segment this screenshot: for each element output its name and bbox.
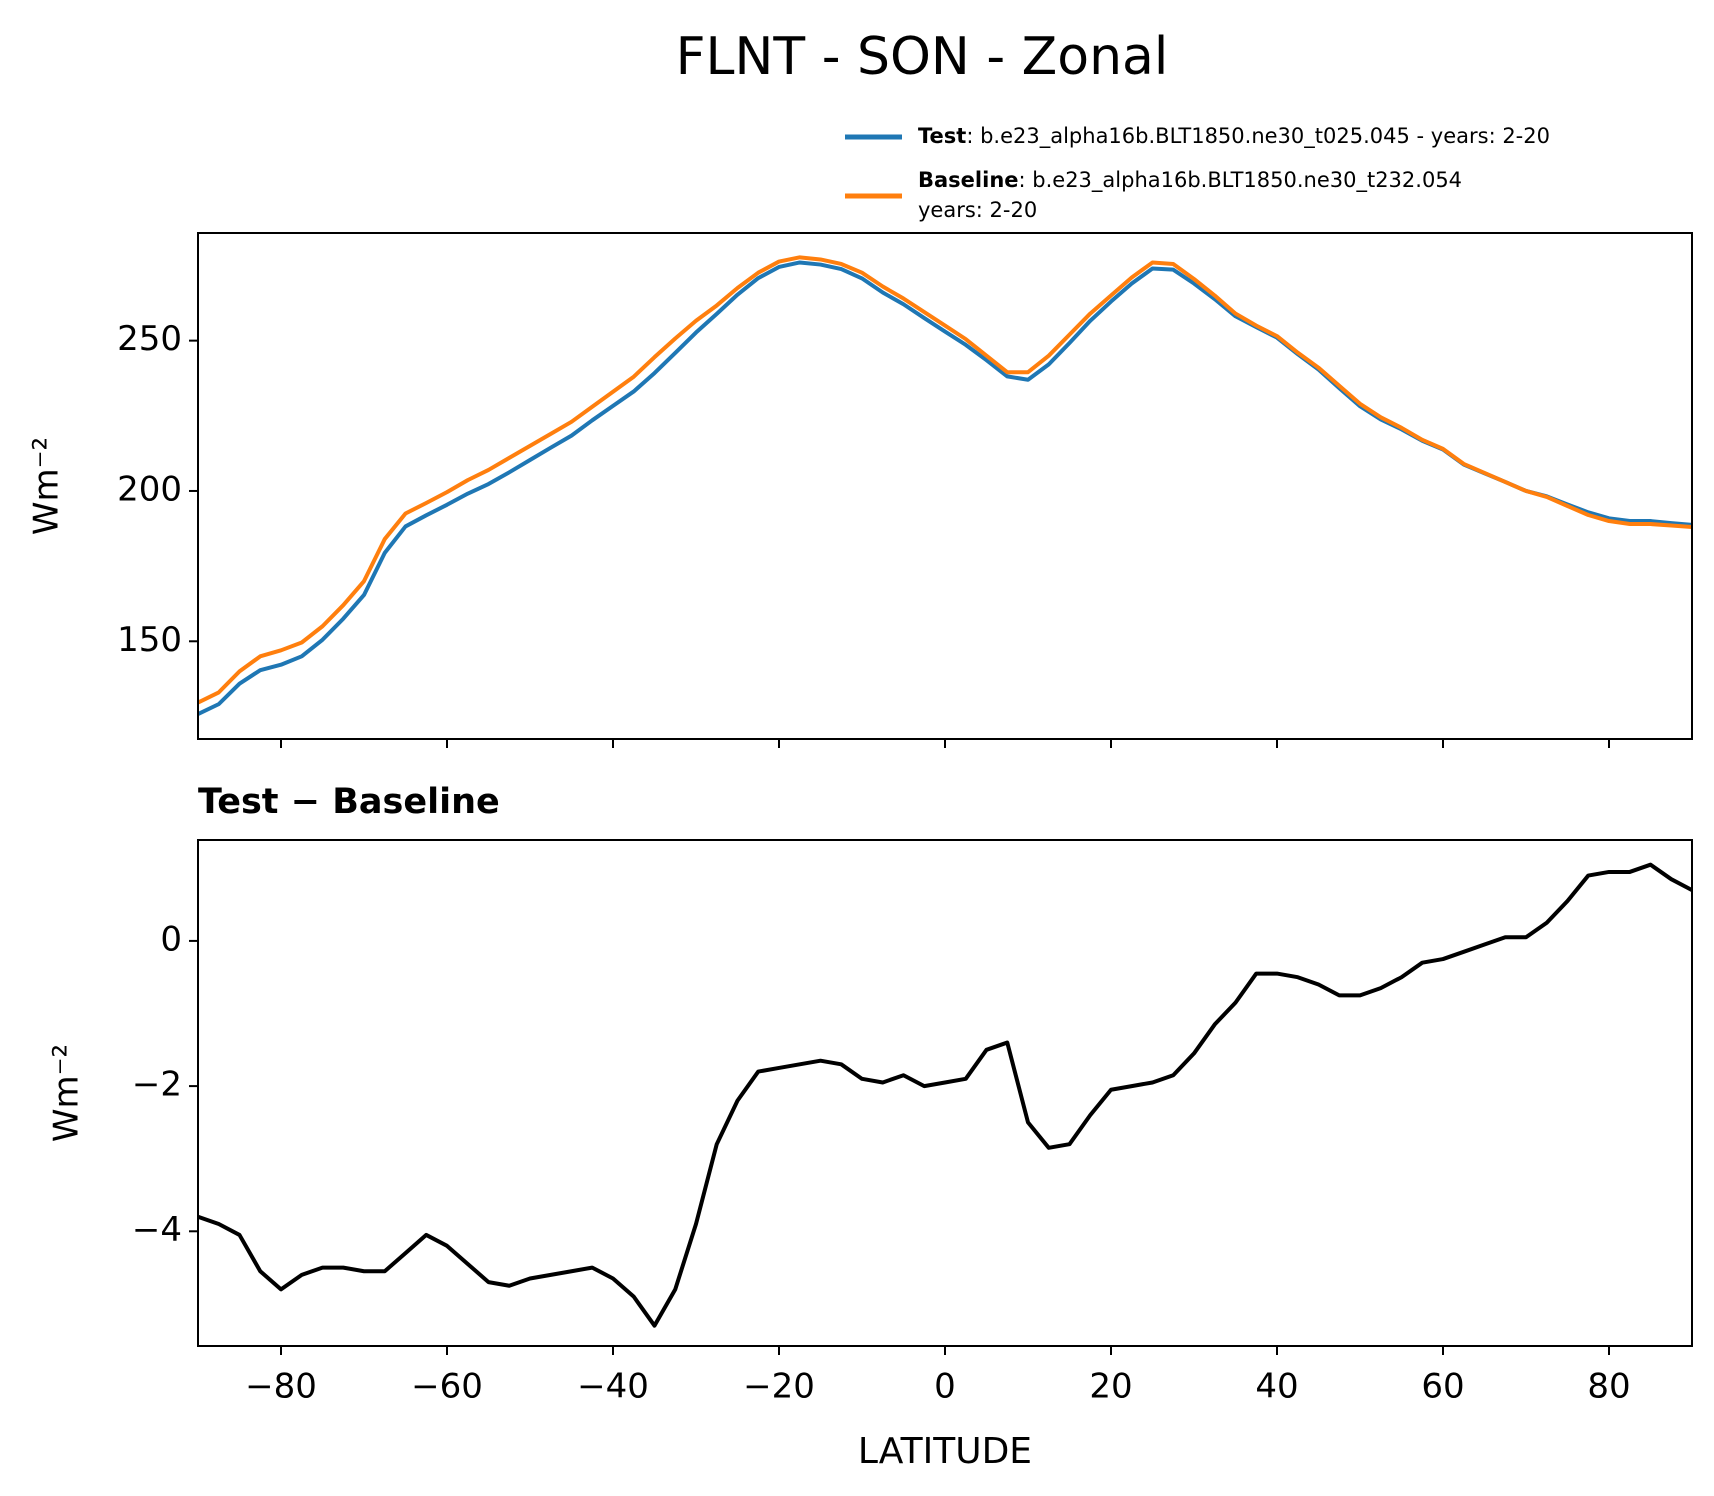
y-tick-label: 250 (117, 319, 182, 359)
x-tick-label: 20 (1089, 1367, 1132, 1407)
x-tick-label: 80 (1587, 1367, 1630, 1407)
y-tick-label: 0 (160, 919, 182, 959)
data-line (198, 255, 1692, 705)
y-axis-label: Wm⁻² (47, 1044, 87, 1142)
legend-desc: : b.e23_alpha16b.BLT1850.ne30_t232.054 (1019, 168, 1463, 193)
legend-label: Test: b.e23_alpha16b.BLT1850.ne30_t025.0… (918, 124, 1550, 149)
legend-name: Baseline (918, 168, 1019, 192)
legend-label: years: 2-20 (918, 198, 1037, 222)
y-tick-label: −4 (132, 1210, 182, 1250)
data-line (198, 862, 1692, 1328)
chart-title: FLNT - SON - Zonal (676, 27, 1169, 87)
x-tick-label: 60 (1421, 1367, 1464, 1407)
subplot-title: Test − Baseline (198, 782, 500, 822)
axes-frame (197, 839, 1693, 1347)
y-tick-label: 150 (117, 620, 182, 660)
legend-label: Baseline: b.e23_alpha16b.BLT1850.ne30_t2… (918, 168, 1462, 193)
plot-area (198, 862, 1692, 1328)
plot-area (198, 255, 1692, 716)
x-tick-label: −60 (411, 1367, 483, 1407)
x-tick-label: −80 (245, 1367, 317, 1407)
y-axis-label: Wm⁻² (27, 437, 67, 535)
axes-frame (197, 232, 1693, 740)
x-axis-label: LATITUDE (858, 1431, 1032, 1472)
y-tick-label: 200 (117, 469, 182, 509)
x-tick-label: 0 (934, 1367, 956, 1407)
y-tick-label: −2 (132, 1065, 182, 1105)
data-line (198, 260, 1692, 716)
legend-name: Test (918, 124, 966, 148)
x-tick-label: 40 (1255, 1367, 1298, 1407)
x-tick-label: −20 (743, 1367, 815, 1407)
x-tick-label: −40 (577, 1367, 649, 1407)
legend-desc: : b.e23_alpha16b.BLT1850.ne30_t025.045 -… (966, 124, 1550, 149)
